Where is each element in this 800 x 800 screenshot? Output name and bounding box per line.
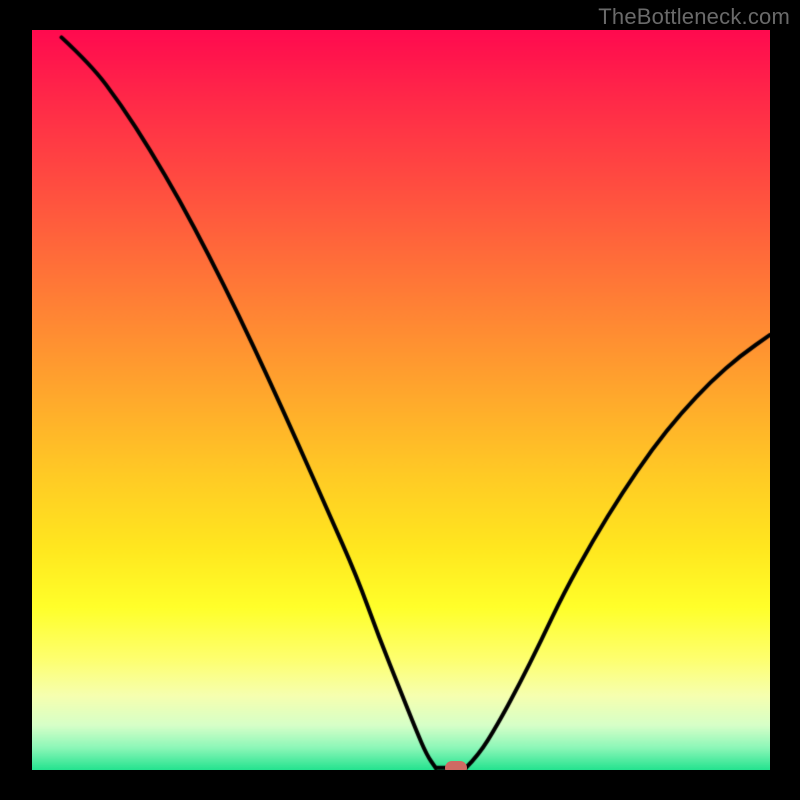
notch-marker	[445, 761, 467, 770]
curve-line	[32, 30, 770, 770]
plot-area	[32, 30, 770, 770]
chart-stage: TheBottleneck.com	[0, 0, 800, 800]
watermark-text: TheBottleneck.com	[598, 4, 790, 30]
